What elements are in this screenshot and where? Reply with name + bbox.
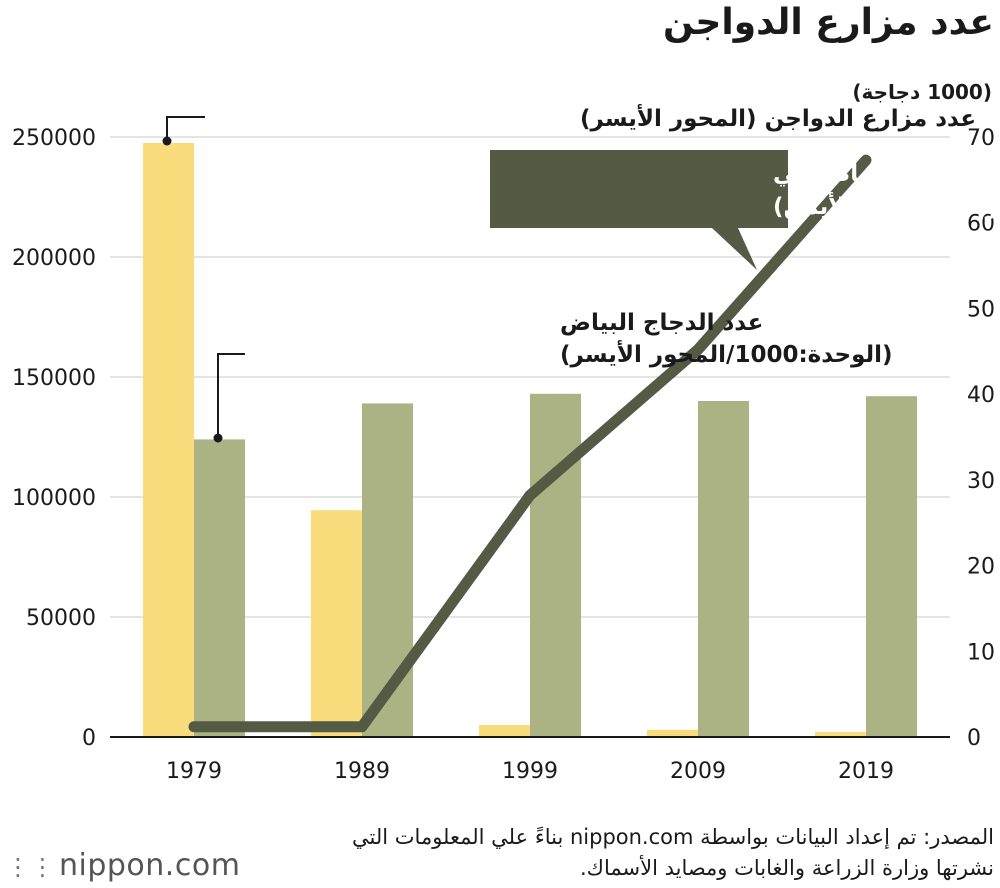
right-tick-60: 60 bbox=[967, 212, 995, 237]
x-tick-2009: 2009 bbox=[670, 759, 726, 784]
bar-farms-2009 bbox=[647, 729, 698, 737]
bar-hens-2019 bbox=[866, 396, 917, 737]
right-tick-30: 30 bbox=[967, 469, 995, 494]
right-axis-unit: (1000 دجاجة) bbox=[852, 80, 992, 104]
per-farm-line bbox=[188, 154, 872, 733]
right-tick-40: 40 bbox=[967, 383, 995, 408]
left-tick-200000: 200000 bbox=[12, 246, 96, 271]
x-tick-1979: 1979 bbox=[166, 759, 222, 784]
bars bbox=[143, 143, 917, 737]
x-tick-1999: 1999 bbox=[502, 759, 558, 784]
per-farm-point-1979 bbox=[193, 725, 195, 728]
x-tick-1989: 1989 bbox=[334, 759, 390, 784]
logo-text: nippon.com bbox=[59, 848, 241, 883]
right-tick-10: 10 bbox=[967, 640, 995, 665]
farms-callout-dot bbox=[162, 136, 172, 146]
right-tick-0: 0 bbox=[967, 726, 981, 751]
bar-hens-1989 bbox=[362, 403, 413, 737]
bar-farms-2019 bbox=[815, 731, 866, 737]
logo-mark-icon: ⋮⋮ bbox=[6, 853, 55, 881]
left-axis-ticks: 0 50000 100000 150000 200000 250000 bbox=[12, 126, 96, 751]
left-tick-150000: 150000 bbox=[12, 366, 96, 391]
left-tick-100000: 100000 bbox=[12, 486, 96, 511]
hens-callout-leader bbox=[217, 353, 245, 438]
per-farm-point-2009 bbox=[697, 348, 699, 351]
source-line-1: المصدر: تم إعداد البيانات بواسطة nippon.… bbox=[352, 825, 994, 849]
bar-farms-1979 bbox=[143, 143, 194, 737]
source-note: المصدر: تم إعداد البيانات بواسطة nippon.… bbox=[234, 822, 994, 884]
bar-hens-1979 bbox=[194, 439, 245, 737]
right-axis-ticks: 0 10 20 30 40 50 60 70 bbox=[967, 126, 995, 751]
x-axis-ticks: 1979 1989 1999 2009 2019 bbox=[166, 759, 894, 784]
left-tick-250000: 250000 bbox=[12, 126, 96, 151]
annotations: عدد مزارع الدواجن (المحور الأيسر) عدد ال… bbox=[162, 103, 1000, 443]
bar-hens-1999 bbox=[530, 393, 581, 737]
hens-callout-label-line2: (الوحدة:1000/المحور الأيسر) bbox=[560, 339, 893, 368]
per-farm-point-1989 bbox=[361, 725, 363, 728]
bar-hens-2009 bbox=[698, 401, 749, 737]
per-farm-point-1999 bbox=[529, 494, 531, 497]
bar-farms-1999 bbox=[479, 725, 530, 737]
per-farm-callout-line1: عدد الدجاج البياض في bbox=[773, 161, 1000, 187]
bar-farms-1989 bbox=[311, 510, 362, 737]
x-tick-2019: 2019 bbox=[838, 759, 894, 784]
per-farm-callout-line2: كل مزرعة (المحور الأيمن) bbox=[773, 191, 1000, 220]
nippon-logo: ⋮⋮ nippon.com bbox=[6, 848, 240, 883]
right-tick-70: 70 bbox=[967, 126, 995, 151]
left-tick-50000: 50000 bbox=[26, 606, 96, 631]
per-farm-point-2019 bbox=[865, 159, 867, 162]
farms-callout-leader bbox=[166, 116, 205, 141]
per-farm-callout-box bbox=[490, 150, 788, 270]
chart-title: عدد مزارع الدواجن bbox=[663, 2, 994, 43]
hens-callout-dot bbox=[213, 433, 223, 443]
right-tick-20: 20 bbox=[967, 555, 995, 580]
right-tick-50: 50 bbox=[967, 297, 995, 322]
source-line-2: نشرتها وزارة الزراعة والغابات ومصايد الأ… bbox=[579, 856, 994, 880]
hens-callout-label-line1: عدد الدجاج البياض bbox=[560, 310, 763, 336]
left-tick-0: 0 bbox=[82, 726, 96, 751]
farms-callout-label: عدد مزارع الدواجن (المحور الأيسر) bbox=[580, 103, 976, 132]
